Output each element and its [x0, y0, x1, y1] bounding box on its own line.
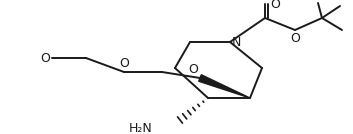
- Text: O: O: [188, 63, 198, 76]
- Text: O: O: [270, 0, 280, 12]
- Text: N: N: [232, 36, 241, 49]
- Text: H₂N: H₂N: [128, 122, 152, 134]
- Text: O: O: [119, 57, 129, 70]
- Text: O: O: [40, 51, 50, 64]
- Polygon shape: [199, 75, 250, 98]
- Text: O: O: [290, 32, 300, 45]
